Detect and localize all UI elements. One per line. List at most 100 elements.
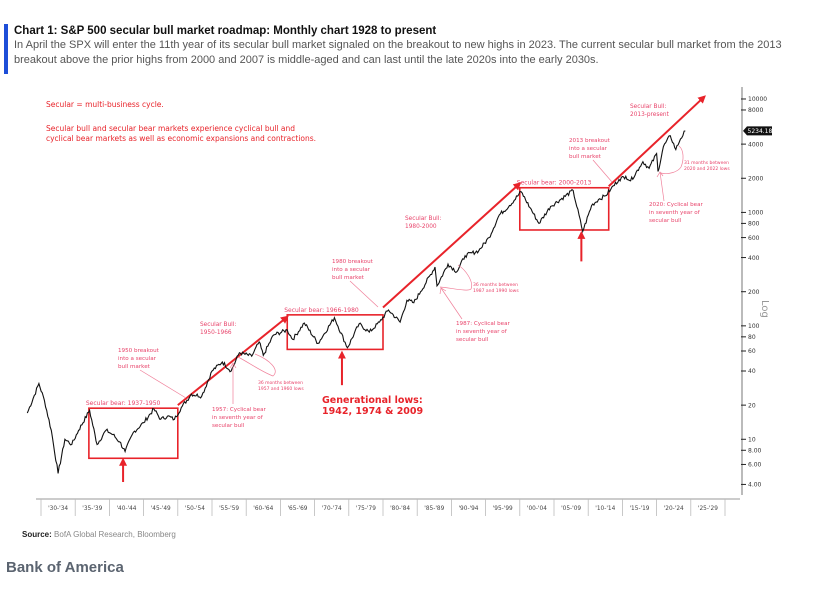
annotation-1957-cyclical-1: 1957: Cyclical bear: [212, 407, 267, 413]
x-period-label-16: '10-'14: [595, 506, 615, 512]
y-axis-scale-label: Log: [759, 300, 770, 318]
y-tick-label-13: 20: [748, 402, 756, 409]
secular-bull-period-1: 1980-2000: [405, 224, 437, 230]
leader-1957-cyclical: [229, 362, 237, 404]
x-period-label-18: '20-'24: [664, 506, 684, 512]
y-tick-label-1: 8000: [748, 107, 763, 114]
x-period-label-12: '90-'94: [458, 506, 478, 512]
annotation-1980-breakout-3: bull market: [332, 275, 365, 281]
annotation-1957-cyclical-2: in seventh year of: [212, 415, 264, 421]
annotation-definition-2a: Secular bull and secular bear markets ex…: [46, 124, 295, 133]
secular-bull-period-2: 2013-present: [630, 112, 670, 118]
y-tick-label-16: 6.00: [748, 462, 762, 469]
x-period-label-14: '00-'04: [527, 506, 547, 512]
annotation-2013-breakout-1: 2013 breakout: [569, 138, 611, 144]
x-period-label-4: '50-'54: [185, 506, 205, 512]
annotation-36m-1987-1: 36 months between: [473, 282, 518, 288]
annotation-36m-1957-2: 1957 and 1960 lows: [258, 386, 304, 392]
last-value-label: 5234.18: [748, 128, 773, 135]
x-period-label-13: '95-'99: [493, 506, 513, 512]
last-value-badge: [743, 126, 772, 136]
chart-title: Chart 1: S&P 500 secular bull market roa…: [14, 25, 437, 37]
secular-bull-label-2: Secular Bull:: [630, 104, 666, 110]
annotation-1987-cyclical-3: secular bull: [456, 337, 489, 343]
x-period-label-5: '55-'59: [219, 506, 239, 512]
secular-bear-box-2: [518, 186, 610, 231]
x-period-label-17: '15-'19: [629, 506, 649, 512]
annotation-1987-cyclical-1: 1987: Cyclical bear: [456, 321, 511, 327]
leader-1980-breakout: [349, 280, 379, 308]
x-period-label-9: '75-'79: [356, 506, 376, 512]
y-tick-label-14: 10: [748, 436, 756, 443]
secular-bull-label-1: Secular Bull:: [405, 216, 441, 222]
y-tick-label-7: 400: [748, 255, 760, 262]
x-period-label-6: '60-'64: [253, 506, 273, 512]
secular-bull-arrow-0: [177, 315, 289, 406]
secular-bear-box-0: [88, 407, 179, 460]
leader-2013-breakout: [592, 159, 613, 183]
source-text: BofA Global Research, Bloomberg: [54, 530, 176, 539]
y-tick-label-17: 4.00: [748, 482, 762, 489]
annotation-generational-lows-2: 1942, 1974 & 2009: [322, 406, 423, 417]
leader-1950-breakout: [139, 369, 187, 399]
secular-bull-label-0: Secular Bull:: [200, 322, 236, 328]
y-tick-label-5: 800: [748, 221, 760, 228]
leader-1987-cyclical: [439, 287, 463, 320]
y-tick-label-11: 60: [748, 348, 756, 355]
y-tick-label-0: 10000: [748, 96, 767, 103]
annotation-1980-breakout-1: 1980 breakout: [332, 259, 374, 265]
annotation-2020-cyclical-3: secular bull: [649, 218, 682, 224]
chart-subtitle-line2: breakout above the prior highs from 2000…: [14, 54, 599, 66]
y-tick-label-12: 40: [748, 368, 756, 375]
x-period-label-2: '40-'44: [116, 506, 136, 512]
annotation-1957-cyclical-3: secular bull: [212, 423, 245, 429]
annotation-definition-1: Secular = multi-business cycle.: [46, 100, 164, 109]
sp500-price-line: [26, 130, 686, 474]
x-period-label-0: '30-'34: [48, 506, 68, 512]
bracket-31m-2020: [660, 145, 684, 174]
leader-2020-cyclical: [656, 171, 665, 202]
y-tick-label-2: 4000: [748, 141, 763, 148]
annotation-1950-breakout-1: 1950 breakout: [118, 348, 160, 354]
secular-bull-arrow-1: [382, 182, 522, 309]
secular-bear-label-1: Secular bear: 1966-1980: [284, 307, 359, 314]
annotation-31m-2020-1: 31 months between: [684, 160, 729, 166]
x-period-label-1: '35-'39: [82, 506, 102, 512]
annotation-2013-breakout-3: bull market: [569, 154, 602, 160]
annotation-1980-breakout-2: into a secular: [332, 267, 371, 273]
chart-subtitle-line1: In April the SPX will enter the 11th yea…: [14, 39, 782, 51]
secular-bull-period-0: 1950-1966: [200, 330, 232, 336]
y-tick-label-3: 2000: [748, 175, 763, 182]
secular-bear-label-0: Secular bear: 1937-1950: [86, 400, 161, 407]
x-period-label-10: '80-'84: [390, 506, 410, 512]
annotation-36m-1957-1: 36 months between: [258, 380, 303, 386]
secular-bear-box-1: [286, 314, 384, 351]
x-period-label-15: '05-'09: [561, 506, 581, 512]
annotation-2020-cyclical-2: in seventh year of: [649, 210, 701, 216]
footer-credit: Bank of America: [6, 559, 124, 576]
bracket-36m-1957: [237, 353, 276, 377]
annotation-1950-breakout-2: into a secular: [118, 356, 157, 362]
y-tick-label-10: 80: [748, 334, 756, 341]
annotation-1950-breakout-3: bull market: [118, 364, 151, 370]
bracket-36m-1987: [439, 264, 472, 291]
x-period-label-7: '65-'69: [287, 506, 307, 512]
x-period-label-19: '25-'29: [698, 506, 718, 512]
annotation-definition-2b: cyclical bear markets as well as economi…: [46, 134, 316, 143]
secular-bull-arrow-2: [608, 95, 706, 188]
y-tick-label-8: 200: [748, 289, 760, 296]
annotation-generational-lows-1: Generational lows:: [322, 395, 423, 406]
annotation-36m-1987-2: 1987 and 1990 lows: [473, 288, 519, 294]
x-period-label-3: '45-'49: [151, 506, 171, 512]
y-tick-label-6: 600: [748, 235, 760, 242]
source-label: Source:: [22, 530, 52, 539]
chart-header: Chart 1: S&P 500 secular bull market roa…: [4, 24, 804, 74]
x-period-label-8: '70-'74: [322, 506, 342, 512]
x-period-label-11: '85-'89: [424, 506, 444, 512]
annotation-31m-2020-2: 2020 and 2022 lows: [684, 166, 730, 172]
annotation-2020-cyclical-1: 2020: Cyclical bear: [649, 202, 704, 208]
annotation-1987-cyclical-2: in seventh year of: [456, 329, 508, 335]
y-tick-label-9: 100: [748, 323, 760, 330]
secular-bear-label-2: Secular bear: 2000-2013: [517, 180, 592, 187]
